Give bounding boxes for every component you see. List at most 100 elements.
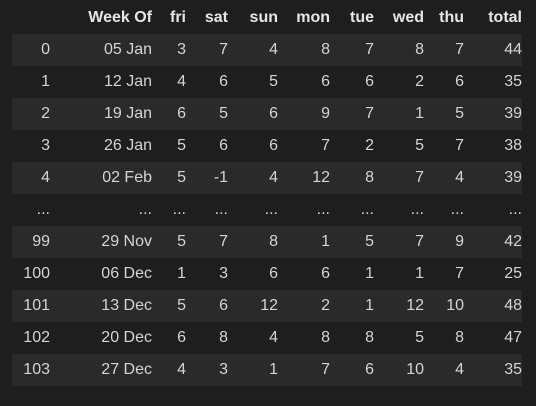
cell-thu: 4: [455, 169, 464, 186]
column-header-wed: wed: [392, 9, 424, 26]
cell-fri: 4: [177, 361, 186, 378]
cell-mon: 9: [321, 105, 330, 122]
cell-thu: 6: [455, 73, 464, 90]
cell-sun: 8: [269, 233, 278, 250]
cell-mon: 12: [312, 169, 330, 186]
cell-sun: ...: [264, 201, 278, 218]
cell-mon: 7: [321, 137, 330, 154]
cell-wed: 7: [415, 169, 424, 186]
cell-sun: 12: [260, 297, 278, 314]
cell-sat: 6: [219, 137, 228, 154]
header-row: Week Of fri sat sun mon tue wed thu tota…: [12, 2, 522, 34]
row-index: 1: [41, 73, 50, 90]
column-header-total: total: [488, 9, 522, 26]
cell-tue: 7: [365, 105, 374, 122]
cell-fri: 6: [177, 329, 186, 346]
cell-thu: 8: [455, 329, 464, 346]
cell-week-of: 12 Jan: [103, 73, 152, 90]
column-header-sat: sat: [204, 9, 228, 26]
cell-fri: 6: [177, 105, 186, 122]
cell-wed: ...: [410, 201, 424, 218]
column-header-week-of: Week Of: [88, 9, 152, 26]
cell-total: ...: [508, 201, 522, 218]
cell-tue: 1: [365, 297, 374, 314]
table-row: 103 27 Dec 4 3 1 7 6 10 4 35: [12, 354, 522, 386]
cell-fri: 5: [177, 297, 186, 314]
cell-thu: ...: [450, 201, 464, 218]
cell-thu: 9: [455, 233, 464, 250]
cell-total: 44: [504, 41, 522, 58]
cell-tue: 6: [365, 73, 374, 90]
table-row: 99 29 Nov 5 7 8 1 5 7 9 42: [12, 226, 522, 258]
row-index: 101: [23, 297, 50, 314]
cell-total: 39: [504, 169, 522, 186]
row-index: 102: [23, 329, 50, 346]
cell-tue: 7: [365, 41, 374, 58]
cell-total: 35: [504, 361, 522, 378]
cell-fri: 3: [177, 41, 186, 58]
column-header-fri: fri: [170, 9, 186, 26]
cell-sun: 4: [269, 329, 278, 346]
row-index: 4: [41, 169, 50, 186]
cell-total: 42: [504, 233, 522, 250]
cell-week-of: 06 Dec: [101, 265, 152, 282]
cell-thu: 7: [455, 265, 464, 282]
cell-mon: 8: [321, 41, 330, 58]
column-header-thu: thu: [439, 9, 464, 26]
cell-tue: 5: [365, 233, 374, 250]
cell-wed: 2: [415, 73, 424, 90]
row-index: 100: [23, 265, 50, 282]
cell-week-of: 20 Dec: [101, 329, 152, 346]
table-body: 0 05 Jan 3 7 4 8 7 8 7 44 1 12 Jan 4 6 5 6 6 2 6 35 2 19 Jan 6…: [12, 34, 522, 386]
cell-week-of: ...: [138, 201, 152, 218]
cell-tue: 8: [365, 329, 374, 346]
cell-sun: 5: [269, 73, 278, 90]
cell-week-of: 19 Jan: [103, 105, 152, 122]
cell-week-of: 05 Jan: [103, 41, 152, 58]
cell-thu: 4: [455, 361, 464, 378]
cell-week-of: 29 Nov: [101, 233, 152, 250]
cell-total: 25: [504, 265, 522, 282]
row-index: 103: [23, 361, 50, 378]
column-header-sun: sun: [249, 9, 278, 26]
column-header-tue: tue: [350, 9, 374, 26]
cell-total: 48: [504, 297, 522, 314]
cell-total: 39: [504, 105, 522, 122]
cell-mon: 6: [321, 73, 330, 90]
cell-wed: 1: [415, 105, 424, 122]
cell-sat: 6: [219, 297, 228, 314]
cell-sun: 4: [269, 41, 278, 58]
cell-total: 47: [504, 329, 522, 346]
cell-sun: 4: [269, 169, 278, 186]
cell-sat: 5: [219, 105, 228, 122]
cell-tue: 8: [365, 169, 374, 186]
cell-wed: 1: [415, 265, 424, 282]
cell-mon: 7: [321, 361, 330, 378]
cell-tue: ...: [360, 201, 374, 218]
cell-sat: 3: [219, 361, 228, 378]
table-row: 101 13 Dec 5 6 12 2 1 12 10 48: [12, 290, 522, 322]
cell-thu: 10: [446, 297, 464, 314]
column-header-mon: mon: [296, 9, 330, 26]
row-index: 0: [41, 41, 50, 58]
cell-wed: 7: [415, 233, 424, 250]
table-row: 102 20 Dec 6 8 4 8 8 5 8 47: [12, 322, 522, 354]
dataframe-table: Week Of fri sat sun mon tue wed thu tota…: [12, 2, 522, 386]
cell-sat: -1: [213, 169, 228, 186]
cell-tue: 2: [365, 137, 374, 154]
cell-sat: 3: [219, 265, 228, 282]
cell-wed: 8: [415, 41, 424, 58]
cell-wed: 5: [415, 137, 424, 154]
table-row: 3 26 Jan 5 6 6 7 2 5 7 38: [12, 130, 522, 162]
row-index: ...: [36, 201, 50, 218]
cell-fri: 5: [177, 137, 186, 154]
table-row: 4 02 Feb 5 -1 4 12 8 7 4 39: [12, 162, 522, 194]
cell-mon: ...: [316, 201, 330, 218]
cell-fri: ...: [172, 201, 186, 218]
cell-sun: 6: [269, 137, 278, 154]
cell-week-of: 27 Dec: [101, 361, 152, 378]
table-row: ..............................: [12, 194, 522, 226]
row-index: 99: [32, 233, 50, 250]
table-row: 0 05 Jan 3 7 4 8 7 8 7 44: [12, 34, 522, 66]
